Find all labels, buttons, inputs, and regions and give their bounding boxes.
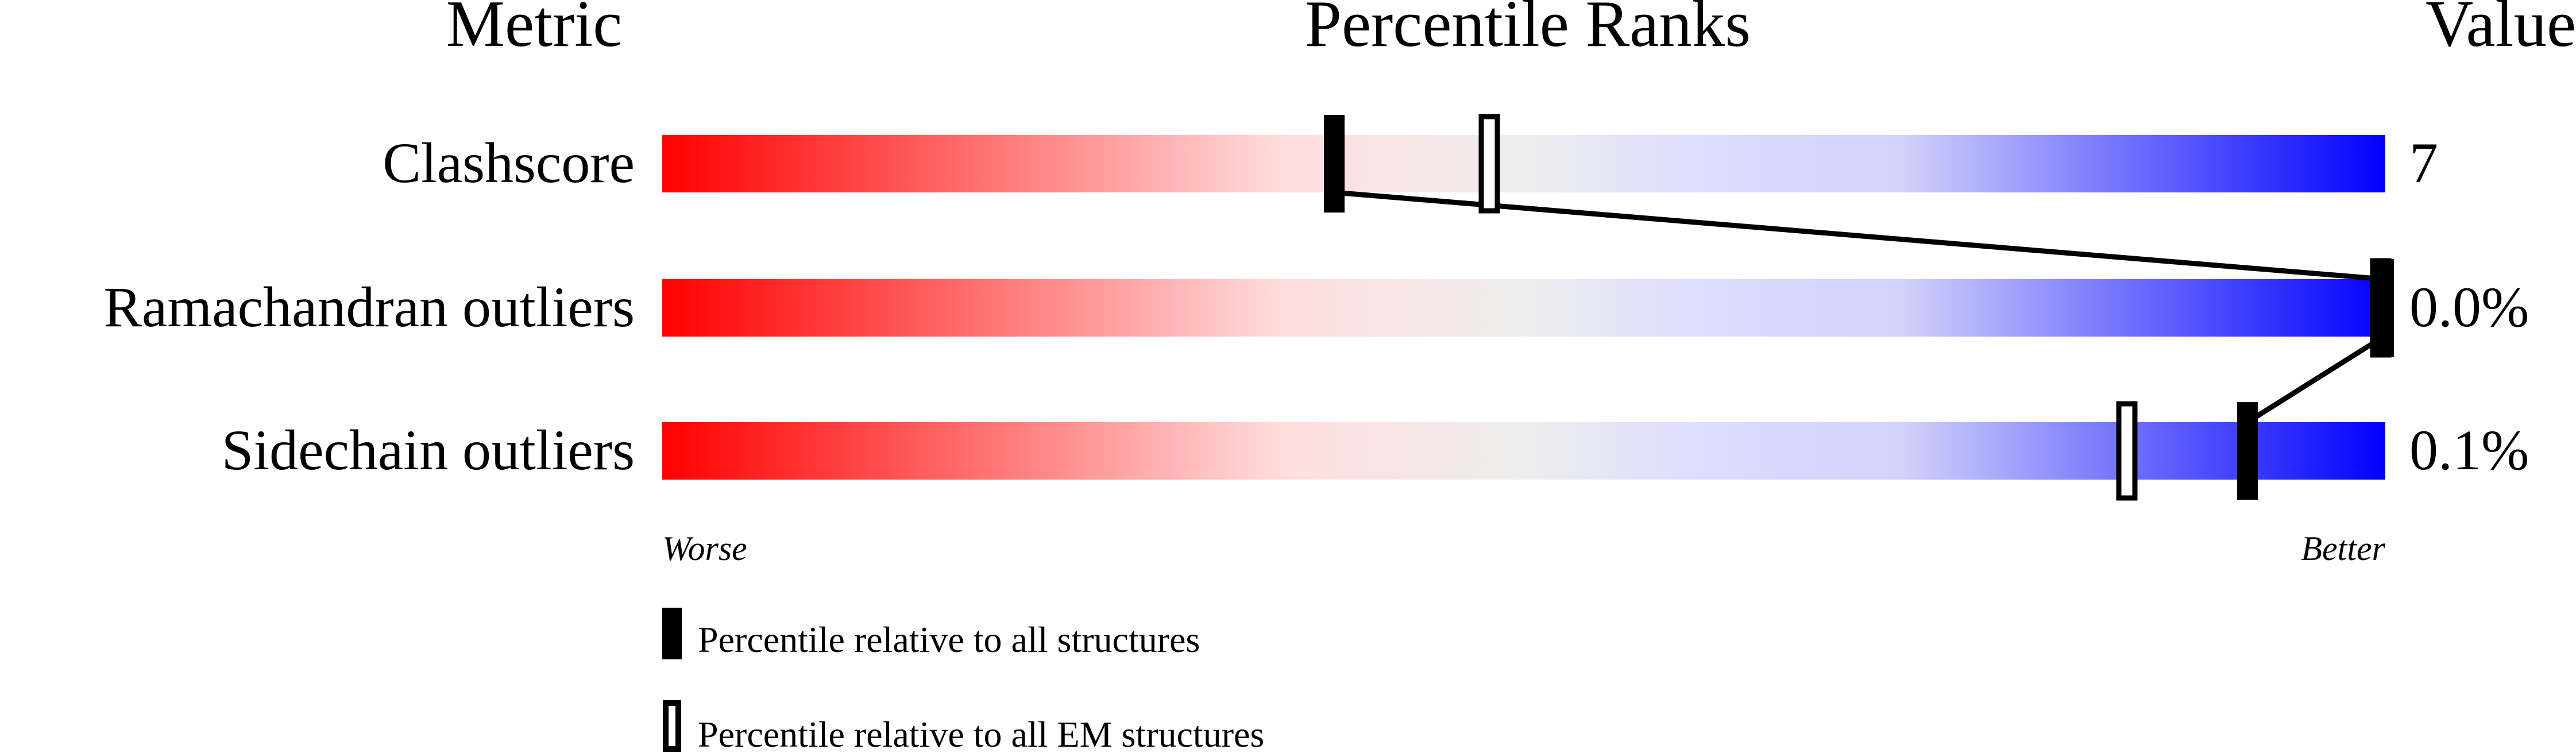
legend-label-all: Percentile relative to all structures — [698, 619, 1200, 660]
gradient-bar — [662, 135, 2385, 192]
metric-value: 7 — [2409, 131, 2438, 195]
metric-label: Sidechain outliers — [222, 418, 635, 482]
legend-open-marker — [663, 700, 681, 752]
legend-filled-marker — [662, 608, 682, 659]
metric-value: 0.1% — [2409, 418, 2529, 482]
gradient-bar — [662, 279, 2385, 337]
legend-label-em: Percentile relative to all EM structures — [698, 714, 1264, 753]
header-metric: Metric — [446, 0, 623, 60]
em-percentile-marker — [2116, 401, 2138, 501]
all-percentile-marker — [2373, 259, 2394, 357]
worse-label: Worse — [662, 530, 747, 567]
em-percentile-marker — [1478, 114, 1500, 214]
header-percentile-ranks: Percentile Ranks — [1305, 0, 1751, 60]
all-percentile-marker — [2237, 402, 2258, 500]
header-value: Value — [2426, 0, 2576, 60]
better-label: Better — [2301, 530, 2385, 567]
all-percentile-marker — [1324, 115, 1345, 213]
metric-label: Ramachandran outliers — [103, 275, 635, 339]
metric-label: Clashscore — [383, 131, 635, 195]
gradient-bar — [662, 422, 2385, 480]
percentile-connector-line — [2246, 334, 2385, 424]
metric-value: 0.0% — [2409, 275, 2529, 339]
percentile-connector-line — [1334, 190, 2384, 282]
